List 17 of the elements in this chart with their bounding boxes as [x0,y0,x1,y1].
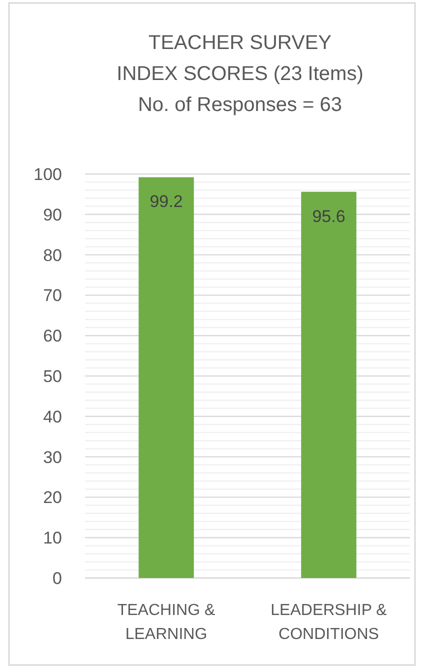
y-tick-label: 40 [43,407,62,426]
y-tick-label: 80 [43,246,62,265]
y-tick-label: 0 [52,569,62,588]
chart-title: TEACHER SURVEY INDEX SCORES (23 Items) [116,32,364,85]
data-label: 95.6 [312,206,346,226]
y-tick-label: 60 [43,326,62,346]
y-tick-label: 100 [34,165,62,184]
data-label: 99.2 [150,192,183,212]
chart-subtitle: No. of Responses = 63 [138,94,342,116]
y-tick-label: 20 [43,488,62,508]
y-tick-label: 90 [43,205,62,224]
y-tick-label: 70 [43,286,62,306]
x-tick-label: LEADERSHIP & CONDITIONS [270,602,388,643]
y-tick-label: 10 [43,528,62,548]
x-tick-label: TEACHING & LEARNING [117,602,216,643]
y-tick-label: 50 [43,367,62,386]
y-tick-label: 30 [43,448,62,467]
